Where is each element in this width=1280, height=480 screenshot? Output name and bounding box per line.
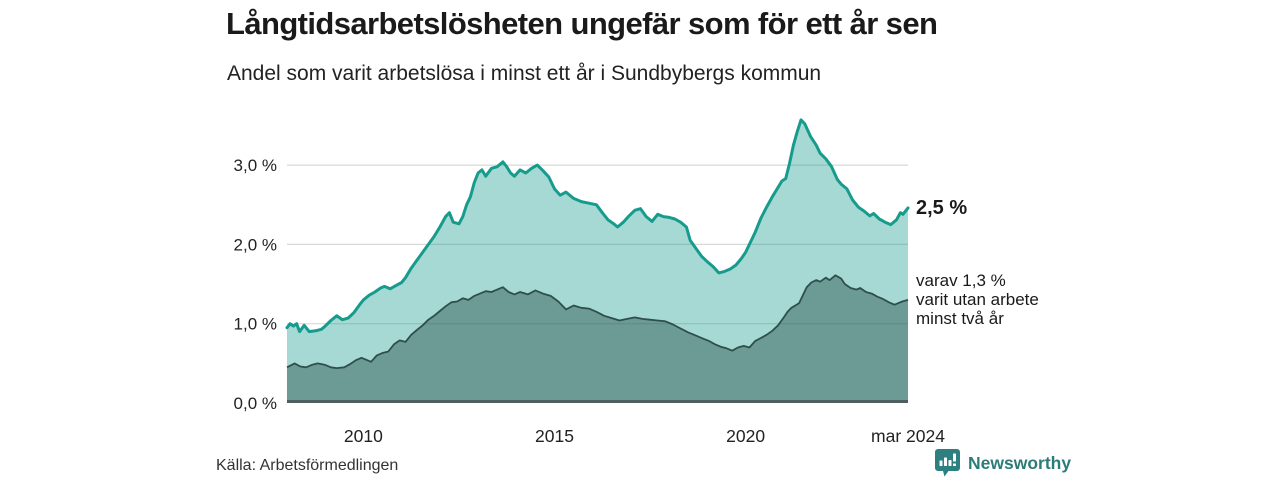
page-title: Långtidsarbetslösheten ungefär som för e… — [226, 6, 938, 41]
newsworthy-wordmark: Newsworthy — [968, 452, 1072, 473]
end-label-two-years-line1: varav 1,3 % — [916, 271, 1006, 290]
x-tick-label: mar 2024 — [871, 426, 945, 446]
end-label-two-years-line2: varit utan arbete — [916, 290, 1039, 309]
gridlines — [287, 164, 908, 325]
source-label: Källa: Arbetsförmedlingen — [216, 457, 399, 474]
newsworthy-icon — [935, 449, 960, 477]
end-label-total: 2,5 % — [916, 197, 968, 219]
x-tick-label: 2010 — [344, 426, 383, 446]
y-tick-label: 3,0 % — [234, 156, 277, 175]
series-line-two-years — [286, 274, 909, 369]
y-axis-tick-labels: 0,0 % 1,0 % 2,0 % 3,0 % — [234, 156, 277, 413]
x-tick-label: 2020 — [726, 426, 765, 446]
newsworthy-logo: Newsworthy — [934, 448, 1071, 478]
area-fill-two-years — [287, 275, 908, 403]
x-tick-label: 2015 — [535, 426, 574, 446]
y-tick-label: 2,0 % — [234, 235, 277, 254]
end-label-two-years: varav 1,3 % varit utan arbete minst två … — [916, 271, 1039, 328]
y-tick-label: 1,0 % — [234, 315, 277, 334]
area-fill-total — [287, 119, 908, 404]
y-tick-label: 0,0 % — [234, 394, 277, 413]
end-label-two-years-line3: minst två år — [916, 309, 1004, 328]
series-line-total — [285, 118, 910, 334]
x-axis-tick-labels: 2010 2015 2020 mar 2024 — [344, 426, 945, 446]
page-subtitle: Andel som varit arbetslösa i minst ett å… — [227, 62, 822, 85]
